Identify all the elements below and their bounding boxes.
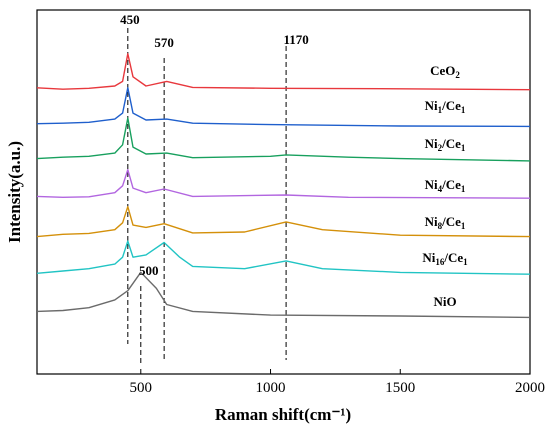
series-line (36, 53, 531, 91)
series-line (36, 87, 531, 128)
x-axis-title: Raman shift(cm⁻¹) (215, 405, 351, 424)
series-label: NiO (433, 294, 456, 309)
series-label: Ni1/Ce1 (425, 98, 466, 115)
series-label: Ni2/Ce1 (425, 136, 466, 153)
peak-label: 450 (120, 12, 140, 27)
series-line (36, 206, 531, 238)
peak-label: 500 (139, 263, 159, 278)
peak-label: 570 (154, 35, 174, 50)
series-label: Ni4/Ce1 (425, 177, 466, 194)
series-lines (36, 53, 531, 319)
x-axis-ticks: 500 1000 1500 2000 (130, 369, 545, 396)
y-axis-title: Intensity(a.u.) (5, 141, 24, 243)
x-tick-label: 1500 (385, 380, 415, 396)
plot-frame (36, 9, 531, 375)
series-label: Ni16/Ce1 (422, 250, 468, 267)
x-tick-label: 1000 (256, 380, 286, 396)
series-line (36, 169, 531, 199)
series-label: Ni8/Ce1 (425, 214, 466, 231)
series-line (36, 117, 531, 162)
series-label: CeO2 (430, 63, 460, 80)
series-line (36, 271, 531, 319)
peak-labels: 450 570 1170 500 (120, 12, 309, 278)
x-tick-label: 2000 (515, 380, 545, 396)
series-labels: CeO2 Ni1/Ce1 Ni2/Ce1 Ni4/Ce1 Ni8/Ce1 Ni16/Ce1… (422, 63, 468, 309)
series-line (36, 240, 531, 275)
peak-label: 1170 (283, 32, 308, 47)
x-tick-label: 500 (130, 380, 153, 396)
peak-lines (127, 28, 287, 366)
